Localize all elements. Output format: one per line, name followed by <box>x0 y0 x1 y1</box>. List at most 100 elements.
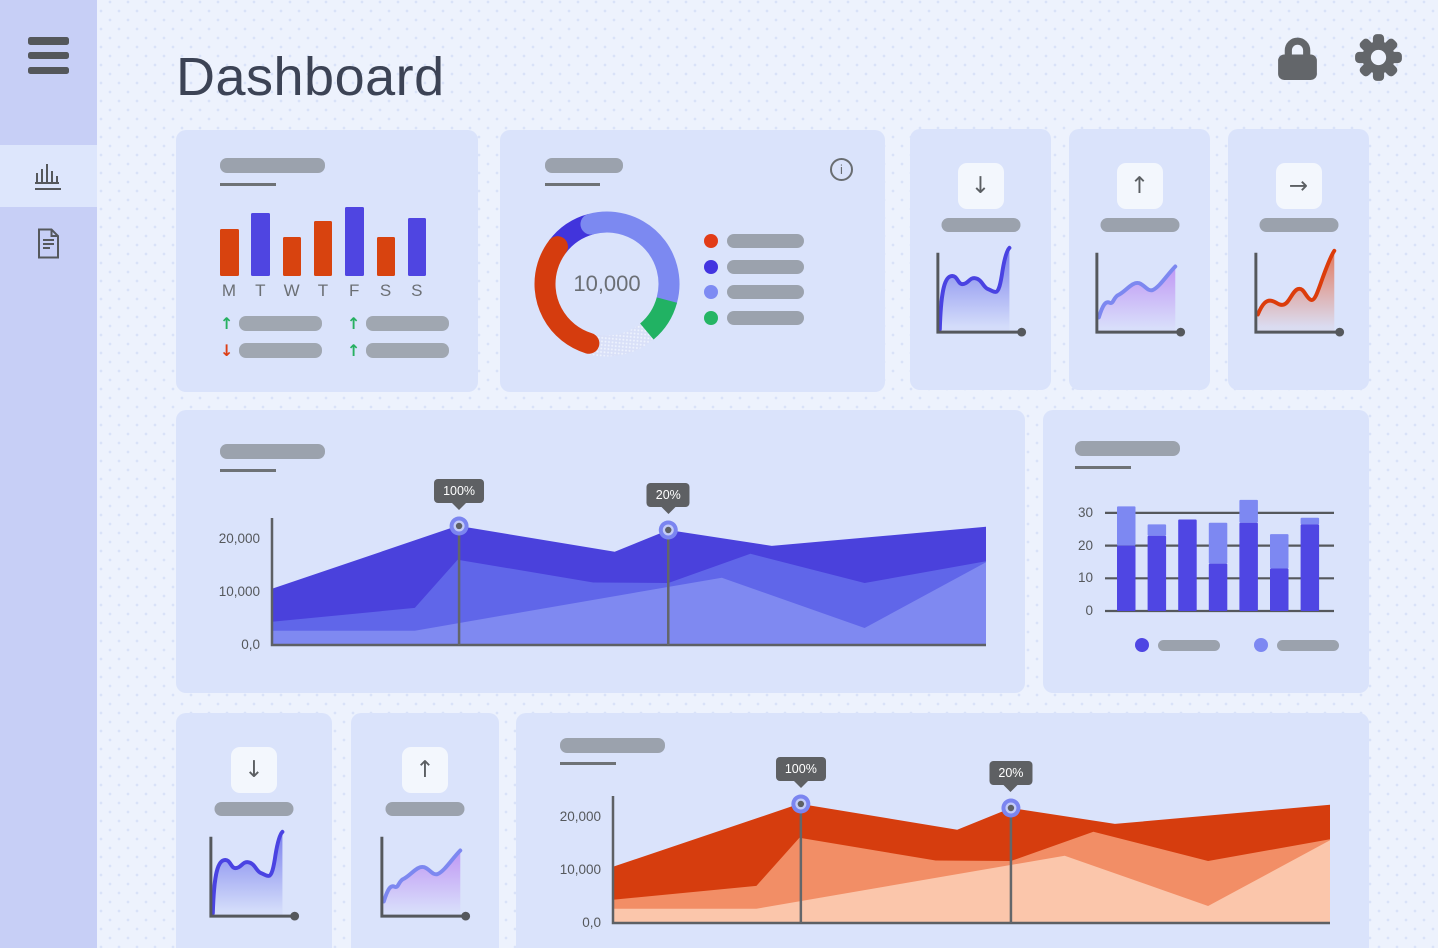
y-axis-label: 10,000 <box>559 862 601 877</box>
donut-segment-red <box>534 211 680 357</box>
sidebar-item-charts[interactable] <box>0 145 97 207</box>
legend-label-placeholder <box>1277 639 1339 651</box>
text-placeholder <box>1100 218 1179 232</box>
arrow-down-button[interactable]: ↓ <box>231 747 277 793</box>
legend-label-placeholder <box>727 234 804 248</box>
stat-item: ↑ <box>347 314 449 333</box>
text-placeholder <box>366 343 449 358</box>
y-axis-label: 20,000 <box>559 809 601 824</box>
info-icon[interactable]: i <box>830 158 853 181</box>
legend-label-placeholder <box>1158 639 1220 651</box>
bar-segment-primary <box>1239 522 1258 611</box>
stat-tile: ↓ <box>910 129 1051 390</box>
stat-item: ↑ <box>220 316 347 332</box>
card-title-placeholder <box>545 158 623 173</box>
arrow-right-button[interactable]: → <box>1275 163 1322 209</box>
bar-label: F <box>348 281 360 300</box>
y-axis-label: 0,0 <box>582 915 601 930</box>
document-icon <box>38 228 59 258</box>
legend-dot <box>704 310 718 325</box>
text-placeholder <box>941 218 1020 232</box>
y-axis-label: 30 <box>1077 504 1093 520</box>
area-chart <box>270 516 986 647</box>
lock-button[interactable] <box>1273 33 1322 85</box>
card-title-placeholder <box>560 738 665 753</box>
donut-card: i 10,000 <box>500 130 885 392</box>
y-axis-label: 10 <box>1077 570 1093 586</box>
settings-button[interactable] <box>1350 29 1407 89</box>
bar-segment-primary <box>1208 563 1228 611</box>
legend-item <box>704 310 804 325</box>
legend-label-placeholder <box>727 259 804 274</box>
donut-segment-periwinkle <box>534 211 680 357</box>
bar-chart-icon <box>34 164 61 190</box>
mini-line-chart <box>1250 239 1348 341</box>
stat-item: ↓ <box>220 341 347 360</box>
legend-item <box>704 234 804 248</box>
bar-segment-primary <box>1117 545 1136 611</box>
stat-tile: → <box>1228 129 1369 390</box>
area-chart <box>611 794 1330 925</box>
bar-segment-primary <box>1178 519 1197 611</box>
sidebar <box>0 0 97 948</box>
arrow-up-button[interactable]: ↑ <box>1116 163 1163 209</box>
arrow-up-button[interactable]: ↑ <box>402 747 448 793</box>
arrow-down-icon: ↓ <box>970 173 991 199</box>
area-series-bottom <box>272 562 986 645</box>
donut-center-value: 10,000 <box>573 271 641 296</box>
bar-segment-secondary <box>1208 522 1228 564</box>
mini-line-chart <box>205 823 303 925</box>
hamburger-menu-button[interactable] <box>28 37 69 74</box>
bar-segment-secondary <box>1300 517 1320 525</box>
weekly-stats: ↑ ↑ ↓ ↑ <box>220 314 449 360</box>
y-axis-label: 20,000 <box>218 531 260 546</box>
bar <box>407 218 427 276</box>
arrow-down-icon: ↓ <box>244 757 264 783</box>
mini-line-chart <box>932 239 1030 341</box>
bar-label: S <box>379 281 392 300</box>
arrow-down-button[interactable]: ↓ <box>957 163 1004 209</box>
donut-segment-green <box>534 211 680 357</box>
lock-icon <box>1278 37 1317 80</box>
bar <box>345 207 364 276</box>
marker-tooltip: 100% <box>434 478 485 503</box>
text-placeholder <box>239 316 322 331</box>
area-chart-blue-card: 100% 20% 20,000 10,000 0,0 <box>176 410 1025 693</box>
arrow-right-icon: → <box>1288 173 1309 199</box>
arrow-down-icon: ↓ <box>220 341 234 360</box>
stacked-bars-card: 0 10 20 30 <box>1043 410 1369 693</box>
text-placeholder <box>385 802 465 816</box>
y-axis-label: 0 <box>1085 603 1093 618</box>
bar-segment-secondary <box>1270 534 1289 569</box>
arrow-up-icon: ↑ <box>1129 173 1150 199</box>
y-axis-label: 20 <box>1077 537 1093 553</box>
area-series-bottom <box>613 840 1330 923</box>
card-title-placeholder <box>1075 441 1180 456</box>
legend-dot <box>704 234 718 248</box>
bar-chart-legend <box>1135 638 1339 664</box>
stacked-bar-chart <box>1105 499 1334 613</box>
legend-label-placeholder <box>727 285 804 299</box>
marker-tooltip: 20% <box>646 482 690 507</box>
bar-label: T <box>317 281 329 300</box>
y-axis-label: 0,0 <box>241 637 260 652</box>
legend-item <box>1254 638 1339 652</box>
area-chart-red-card: 100% 20% 20,000 10,000 0,0 <box>516 713 1369 948</box>
chart-axes <box>270 518 986 647</box>
arrow-up-icon: ↑ <box>347 314 361 333</box>
bar <box>313 221 333 276</box>
bar-segment-primary <box>1300 524 1320 611</box>
text-placeholder <box>214 802 294 816</box>
donut-chart: 10,000 <box>534 211 680 357</box>
legend-item <box>704 285 804 299</box>
legend-dot <box>1254 638 1268 652</box>
title-underline <box>220 469 276 472</box>
title-underline <box>560 762 616 765</box>
sidebar-item-reports[interactable] <box>0 207 97 279</box>
text-placeholder <box>366 316 449 331</box>
bar <box>376 237 395 276</box>
arrow-up-icon: ↑ <box>415 757 435 783</box>
marker-tooltip: 20% <box>989 760 1033 785</box>
